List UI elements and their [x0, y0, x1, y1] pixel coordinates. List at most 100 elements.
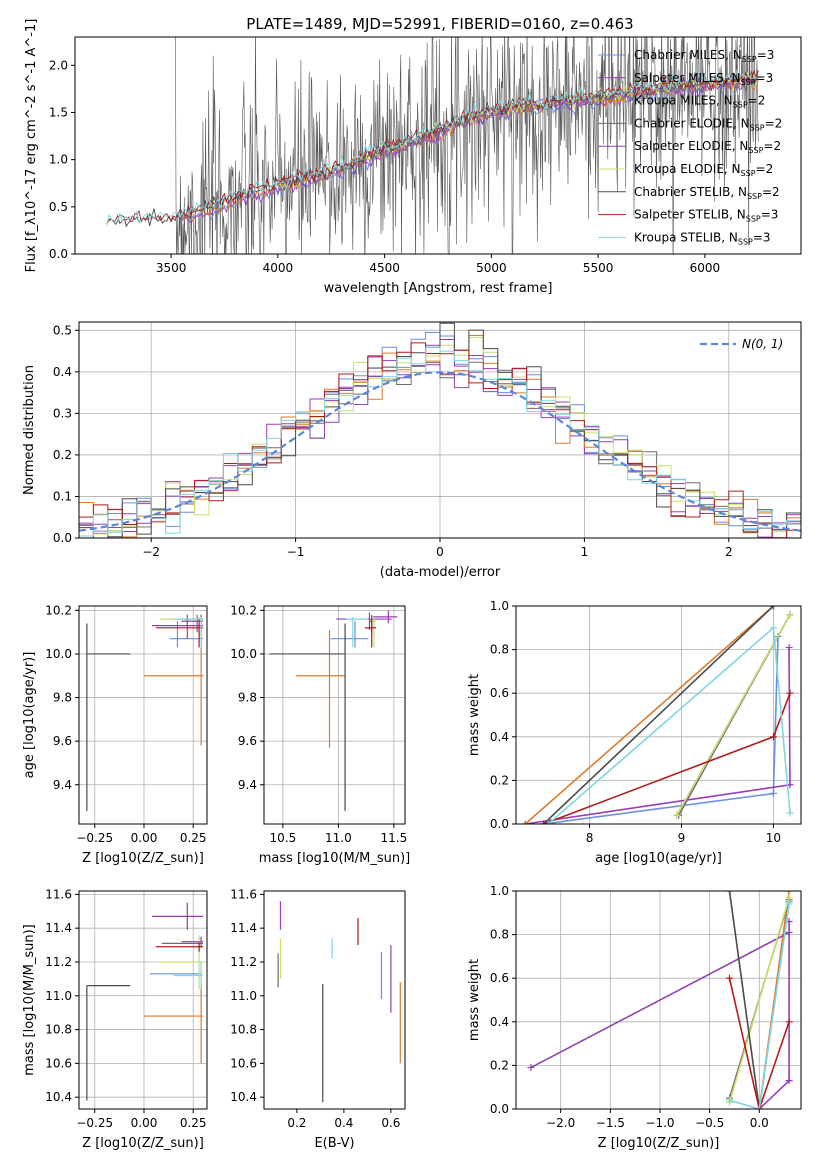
- y-tick-label: 0.3: [53, 406, 72, 420]
- y-tick-label: 10.0: [45, 647, 72, 661]
- mass-weight-line: [547, 626, 791, 824]
- weight-vs-age-panel: 8 9 10 0.0 0.2 0.4 0.6 0.8 1.0 age [log10(age/yr)…: [467, 599, 802, 866]
- error-bar-point: [151, 902, 204, 930]
- y-tick-label: 0.4: [53, 365, 72, 379]
- y-tick-label: 10.6: [230, 1056, 257, 1070]
- legend-entry: Chabrier MILES, NSSP=3: [634, 48, 774, 64]
- y-tick-label: 0.0: [490, 817, 509, 831]
- mass-weight-line: [524, 606, 774, 824]
- y-axis-label: mass [log10(M/M_sun)]: [22, 924, 37, 1076]
- x-tick-label: −1.0: [645, 1116, 674, 1130]
- y-tick-label: 10.2: [45, 603, 72, 617]
- legend-entry: Kroupa MILES, NSSP=2: [634, 94, 765, 110]
- x-tick-label: 2: [725, 545, 733, 559]
- residuals-plot-area: [79, 322, 801, 538]
- axes-frame: [78, 321, 802, 539]
- error-bar-point: [86, 623, 131, 811]
- spectrum-plot-area: [106, 37, 759, 254]
- y-tick-label: 0.4: [490, 1015, 509, 1029]
- y-tick-label: 9.8: [238, 691, 257, 705]
- mass-weight-marker: [769, 789, 777, 797]
- mass-weight-line: [530, 931, 790, 1069]
- mass-weight-marker: [785, 891, 793, 895]
- error-bar-point: [161, 614, 204, 633]
- y-tick-label: 0.8: [490, 928, 509, 942]
- age-vs-mass-panel: 10.5 11.0 11.5 9.4 9.6 9.8 10.0 10.2 mass [log10…: [230, 603, 410, 866]
- error-bar-point: [365, 619, 377, 648]
- y-tick-label: 10.2: [230, 603, 257, 617]
- x-tick-label: 0.25: [180, 1116, 207, 1130]
- y-tick-label: 10.0: [230, 647, 257, 661]
- residual-histogram: [79, 364, 801, 538]
- model-spectrum: [181, 76, 759, 223]
- error-bar-point: [346, 616, 369, 648]
- residuals-panel: −2 −1 0 1 2 0.0 0.1 0.2 0.3 0.4 0.5 (data-model)/er…: [22, 321, 802, 580]
- spectrum-panel: 3500 4000 4500 5000 5500 6000 0.0 0.5 1.0 1.5 2.0 w…: [24, 19, 802, 296]
- mass-weight-marker: [527, 1064, 535, 1072]
- x-tick-label: 3500: [156, 261, 187, 275]
- y-tick-label: 0.5: [53, 323, 72, 337]
- mass-vs-ebv-plot-area: [277, 901, 401, 1103]
- y-tick-label: 0.0: [53, 531, 72, 545]
- legend-value: =2: [762, 185, 780, 199]
- y-tick-label: 11.4: [230, 921, 257, 935]
- y-tick-label: 0.5: [49, 200, 68, 214]
- legend-subscript: SSP: [746, 215, 761, 224]
- y-tick-label: 11.0: [230, 989, 257, 1003]
- legend-subscript: SSP: [742, 55, 757, 64]
- y-tick-label: 0.2: [490, 773, 509, 787]
- y-axis-label: mass weight: [467, 959, 482, 1041]
- legend-subscript: SSP: [741, 169, 756, 178]
- axes-frame: [74, 36, 802, 255]
- legend-entry: Kroupa STELIB, NSSP=3: [634, 230, 771, 246]
- x-tick-label: −2: [142, 545, 160, 559]
- legend-value: =3: [756, 71, 774, 85]
- mass-weight-line: [543, 692, 791, 824]
- x-tick-label: 9: [678, 831, 686, 845]
- y-tick-label: 0.2: [53, 448, 72, 462]
- mass-weight-marker: [785, 928, 793, 936]
- mass-weight-line: [543, 606, 774, 824]
- x-axis-label: E(B-V): [314, 1136, 354, 1151]
- x-tick-label: 0.2: [287, 1116, 306, 1130]
- y-tick-label: 2.0: [49, 58, 68, 72]
- legend-entry: Kroupa ELODIE, NSSP=2: [634, 162, 773, 178]
- legend-value: =2: [765, 116, 783, 130]
- age-vs-Z-panel: −0.25 0.00 0.25 9.4 9.6 9.8 10.0 10.2 Z [log10(Z…: [22, 603, 208, 866]
- legend-entry: N(0, 1): [742, 337, 783, 351]
- mass-weight-marker: [785, 643, 793, 651]
- error-bar-point: [86, 985, 131, 1101]
- y-axis-label: Normed distribution: [22, 365, 37, 495]
- error-bar-point: [173, 616, 204, 648]
- page-title: PLATE=1489, MJD=52991, FIBERID=0160, z=0…: [246, 15, 633, 33]
- x-axis-label: Z [log10(Z/Z_sun)]: [598, 1136, 720, 1151]
- mass-weight-marker: [769, 624, 777, 632]
- residual-histogram: [79, 346, 801, 537]
- x-tick-label: 8: [586, 831, 594, 845]
- x-tick-label: 0.00: [131, 831, 158, 845]
- axes-frame: [515, 890, 802, 1110]
- legend-subscript: SSP: [750, 123, 765, 132]
- error-bar-point: [173, 961, 204, 990]
- y-axis-label: Flux [f_λ10^-17 erg cm^-2 s^-1 A^-1]: [24, 19, 39, 273]
- error-bar-point: [269, 623, 346, 811]
- error-bar-point: [296, 629, 346, 748]
- x-tick-label: 1: [581, 545, 589, 559]
- axes-frame: [78, 605, 208, 825]
- legend-value: =3: [753, 230, 771, 244]
- mass-vs-Z-panel: −0.25 0.00 0.25 10.4 10.6 10.8 11.0 11.2 11.4 11.…: [22, 887, 208, 1151]
- legend-value: =2: [756, 162, 774, 176]
- y-tick-label: 11.2: [45, 955, 72, 969]
- weight-vs-Z-panel: −2.0 −1.5 −1.0 −0.5 0.0 0.0 0.2 0.4 0.6 0.8 1.0 Z […: [467, 884, 802, 1151]
- y-tick-label: 0.0: [490, 1102, 509, 1116]
- mass-weight-marker: [786, 611, 794, 619]
- y-tick-label: 9.6: [238, 734, 257, 748]
- mass-weight-line: [729, 903, 790, 1109]
- legend-entry: Chabrier STELIB, NSSP=2: [634, 185, 780, 201]
- y-tick-label: 0.6: [490, 686, 509, 700]
- x-tick-label: 11.5: [381, 831, 408, 845]
- x-tick-label: 6000: [690, 261, 721, 275]
- mass-weight-marker: [544, 820, 552, 824]
- x-tick-label: 4000: [263, 261, 294, 275]
- y-axis-label: age [log10(age/yr)]: [22, 652, 37, 779]
